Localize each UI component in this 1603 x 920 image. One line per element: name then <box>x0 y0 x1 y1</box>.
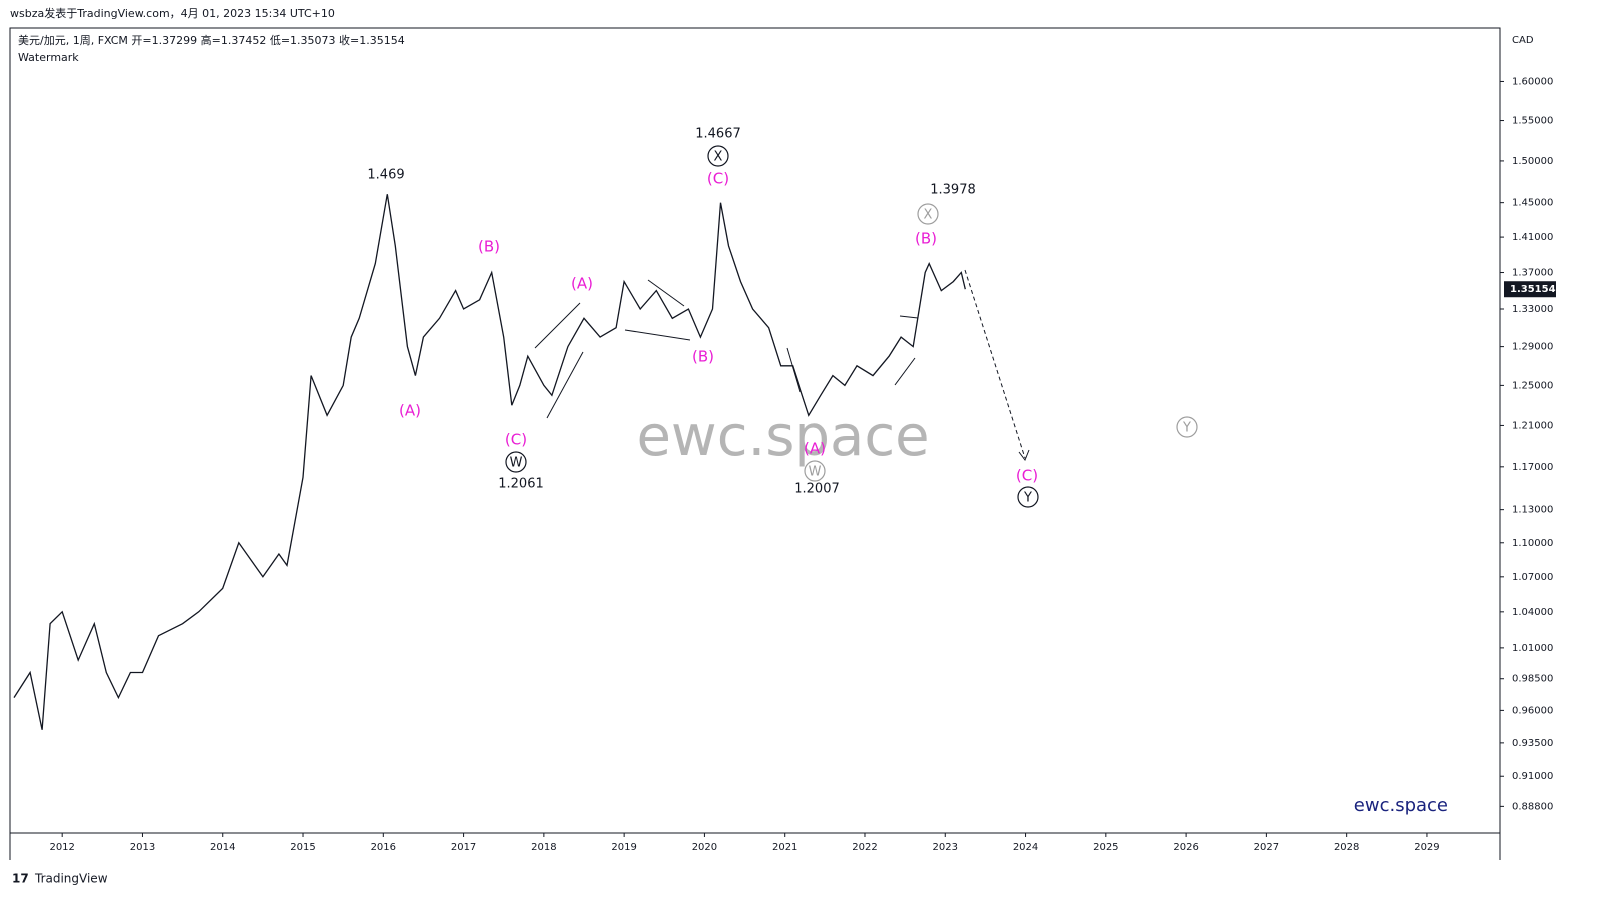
wave-label: (A) <box>571 275 593 293</box>
price-tag <box>1504 281 1556 298</box>
currency: CAD <box>1512 35 1534 46</box>
x-tick-label: 2021 <box>772 842 797 853</box>
wave-label: (A) <box>399 402 421 420</box>
y-tick-label: 0.88800 <box>1512 801 1553 812</box>
wave-label: W <box>510 456 523 471</box>
y-tick-label: 0.93500 <box>1512 738 1553 749</box>
wave-label: (C) <box>1016 467 1038 485</box>
wave-circle <box>1017 486 1039 508</box>
y-tick-label: 1.07000 <box>1512 572 1553 583</box>
price-annotation: 1.2007 <box>794 482 840 497</box>
x-tick-label: 2027 <box>1254 842 1279 853</box>
projection-arrow <box>964 269 1026 459</box>
trend-line <box>647 279 685 307</box>
wave-label: (B) <box>478 238 500 256</box>
wave-label: (A) <box>804 440 826 458</box>
y-tick-label: 1.04000 <box>1512 607 1553 618</box>
footer-brand: TradingView <box>34 872 108 886</box>
x-tick-label: 2018 <box>531 842 556 853</box>
y-tick-label: 1.01000 <box>1512 643 1553 654</box>
x-tick-label: 2023 <box>933 842 958 853</box>
wave-label: W <box>809 465 822 480</box>
x-tick-label: 2024 <box>1013 842 1038 853</box>
trend-line <box>899 315 919 319</box>
wave-label: X <box>714 150 723 165</box>
x-tick-label: 2017 <box>451 842 476 853</box>
trend-line <box>546 351 584 419</box>
wave-label: Y <box>1023 491 1032 506</box>
drawings <box>534 269 1030 462</box>
y-tick-label: 0.96000 <box>1512 705 1553 716</box>
y-tick-label: 1.50000 <box>1512 156 1553 167</box>
x-tick-label: 2028 <box>1334 842 1359 853</box>
y-tick-label: 1.17000 <box>1512 462 1553 473</box>
price-annotation: 1.2061 <box>498 477 544 492</box>
footer-logo: 17 <box>12 872 29 886</box>
y-tick-label: 1.41000 <box>1512 232 1553 243</box>
y-tick-label: 0.91000 <box>1512 771 1553 782</box>
y-tick-label: 1.60000 <box>1512 76 1553 87</box>
x-tick-label: 2029 <box>1414 842 1439 853</box>
trend-line <box>624 329 691 341</box>
x-tick-label: 2016 <box>371 842 396 853</box>
y-tick-label: 1.13000 <box>1512 505 1553 516</box>
x-tick-label: 2022 <box>852 842 877 853</box>
wave-circle <box>804 460 826 482</box>
wave-label: (C) <box>505 431 527 449</box>
arrow-head <box>1018 449 1030 462</box>
x-tick-label: 2026 <box>1173 842 1198 853</box>
x-tick-label: 2020 <box>692 842 717 853</box>
x-tick-label: 2012 <box>49 842 74 853</box>
y-tick-label: 1.10000 <box>1512 538 1553 549</box>
x-tick-label: 2015 <box>290 842 315 853</box>
y-tick-label: 1.45000 <box>1512 198 1553 209</box>
x-tick-label: 2013 <box>130 842 155 853</box>
wave-circle <box>707 145 729 167</box>
wave-circle <box>505 451 527 473</box>
watermark: ewc.space <box>636 404 929 469</box>
y-tick-label: 1.29000 <box>1512 342 1553 353</box>
wave-label: (B) <box>692 348 714 366</box>
wave-label: (B) <box>915 230 937 248</box>
price-line <box>13 194 966 730</box>
y-tick-label: 0.98500 <box>1512 674 1553 685</box>
wave-label: (C) <box>707 170 729 188</box>
price-tag-label: 1.35154 <box>1510 284 1556 295</box>
wave-circle <box>917 203 939 225</box>
byline: wsbza发表于TradingView.com，4月 01, 2023 15:3… <box>10 6 335 20</box>
trend-line <box>534 302 581 349</box>
wave-circle <box>1176 416 1198 438</box>
y-tick-label: 1.21000 <box>1512 420 1553 431</box>
y-tick-label: 1.37000 <box>1512 268 1553 279</box>
x-tick-label: 2019 <box>611 842 636 853</box>
subtitle: Watermark <box>18 51 79 64</box>
y-tick-label: 1.25000 <box>1512 380 1553 391</box>
x-tick-label: 2014 <box>210 842 235 853</box>
wave-label: Y <box>1182 421 1191 436</box>
price-annotation: 1.3978 <box>930 183 976 198</box>
brand: ewc.space <box>1354 795 1448 816</box>
symbol-info: 美元/加元, 1周, FXCM 开=1.37299 高=1.37452 低=1.… <box>18 33 405 47</box>
price-annotation: 1.4667 <box>695 127 741 142</box>
trend-line <box>894 357 916 386</box>
wave-label: X <box>924 208 933 223</box>
x-tick-label: 2025 <box>1093 842 1118 853</box>
y-tick-label: 1.55000 <box>1512 116 1553 127</box>
price-annotation: 1.469 <box>367 168 404 183</box>
y-tick-label: 1.33000 <box>1512 304 1553 315</box>
